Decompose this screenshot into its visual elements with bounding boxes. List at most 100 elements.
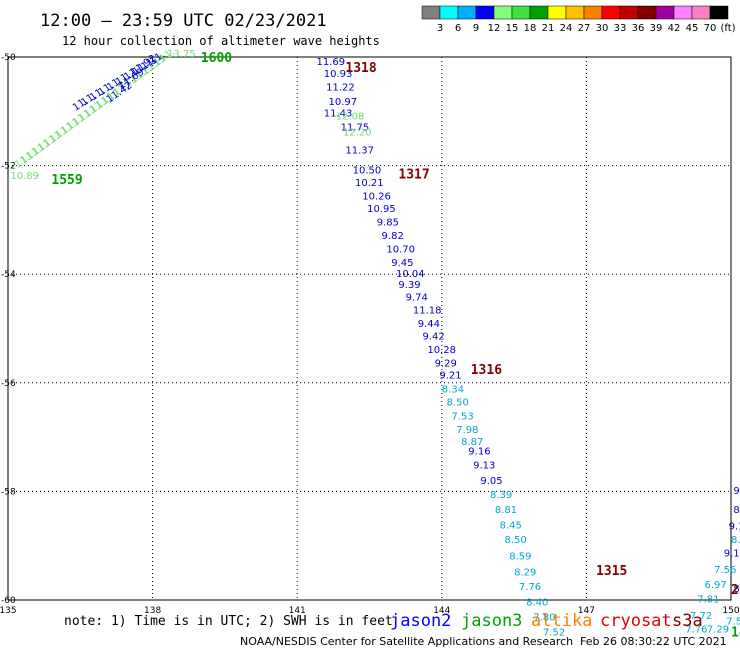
wave-height-label: 7.29 xyxy=(707,625,729,636)
color-scale-label: 18 xyxy=(524,23,537,34)
wave-height-label: 11.22 xyxy=(326,83,355,94)
wave-height-label: 10.21 xyxy=(355,178,384,189)
color-swatch xyxy=(565,5,585,20)
color-scale-label: (ft) xyxy=(720,23,735,34)
satellite-legend: jason2 jason3 altika cryosat s3a xyxy=(390,611,703,631)
color-scale-label: 15 xyxy=(506,23,519,34)
color-swatch xyxy=(637,5,657,20)
wave-height-label: 10.70 xyxy=(386,244,415,255)
wave-height-label: 9.45 xyxy=(391,258,413,269)
wave-height-label: 9.15 xyxy=(724,549,740,560)
wave-height-label: 8.29 xyxy=(514,568,536,579)
color-swatch xyxy=(673,5,693,20)
color-scale-label: 9 xyxy=(473,23,479,34)
wave-height-label: 7.50 xyxy=(726,616,740,627)
color-scale-label: 6 xyxy=(455,23,461,34)
wave-height-label: 7.80 xyxy=(533,613,555,624)
color-swatch xyxy=(439,5,459,20)
color-scale-label: 30 xyxy=(596,23,609,34)
wave-height-label: 9.42 xyxy=(423,331,445,342)
color-scale-label: 33 xyxy=(614,23,627,34)
wave-height-label: 6.97 xyxy=(704,580,726,591)
plot-grid xyxy=(7,56,732,601)
x-tick-label: 150 xyxy=(722,606,739,616)
y-tick-label: -56 xyxy=(1,379,16,389)
wave-height-label: 8.39 xyxy=(490,490,512,501)
chart-subtitle: 12 hour collection of altimeter wave hei… xyxy=(62,34,380,48)
color-scale-label: 24 xyxy=(560,23,573,34)
wave-height-label: 10.93 xyxy=(324,69,353,80)
color-swatch xyxy=(709,5,729,20)
wave-height-label: 8.45 xyxy=(500,520,522,531)
satellite-label: cryosat xyxy=(600,611,672,631)
footer-credit: NOAA/NESDIS Center for Satellite Applica… xyxy=(240,635,573,648)
wave-height-label: 8.7 xyxy=(733,584,740,595)
color-swatch xyxy=(493,5,513,20)
wave-height-label: 11.69 xyxy=(316,57,345,68)
wave-height-label: 9.29 xyxy=(435,359,457,370)
wave-height-label: 9.21 xyxy=(439,370,461,381)
wave-height-label: 11.75 xyxy=(341,122,370,133)
pass-number-label: 1317 xyxy=(398,168,429,183)
x-tick-label: 144 xyxy=(433,606,450,616)
color-scale-label: 70 xyxy=(704,23,717,34)
satellite-label: jason2 xyxy=(390,611,451,631)
pass-number-label: 1600 xyxy=(201,51,232,66)
wave-height-label: 8.34 xyxy=(442,385,464,396)
color-scale-label: 3 xyxy=(437,23,443,34)
color-scale-label: 39 xyxy=(650,23,663,34)
wave-height-label: 8.50 xyxy=(504,535,526,546)
color-swatch xyxy=(475,5,495,20)
wave-height-label: 8.( xyxy=(733,505,740,516)
wave-height-label: 10.97 xyxy=(329,97,358,108)
wave-height-label: 9.82 xyxy=(382,231,404,242)
satellite-label: altika xyxy=(531,611,592,631)
wave-height-label: 10.95 xyxy=(367,204,396,215)
satellite-label: s3a xyxy=(672,611,703,631)
wave-height-label: 9.12 xyxy=(729,521,740,532)
color-scale-label: 21 xyxy=(542,23,555,34)
wave-height-label: 9. xyxy=(733,486,740,497)
plot-frame xyxy=(7,56,732,601)
y-tick-label: -52 xyxy=(1,162,16,172)
wave-height-label: 9.74 xyxy=(406,292,428,303)
wave-height-label: 7.56 xyxy=(714,565,736,576)
wave-height-label: 9.44 xyxy=(418,319,440,330)
pass-number-label: 23 xyxy=(731,583,740,598)
satellite-label: jason3 xyxy=(461,611,522,631)
x-tick-label: 135 xyxy=(0,606,17,616)
footer-timestamp: Feb 26 08:30:22 UTC 2021 xyxy=(580,635,727,648)
wave-height-label: 9.85 xyxy=(377,217,399,228)
wave-height-label: 11.18 xyxy=(413,305,442,316)
pass-number-label: 14 xyxy=(731,625,740,640)
pass-number-label: 1559 xyxy=(51,173,82,188)
color-swatch xyxy=(421,5,441,20)
wave-height-label: 8.40 xyxy=(526,597,548,608)
wave-height-label: 12.20 xyxy=(343,128,372,139)
wave-height-label: 10.04 xyxy=(396,269,425,280)
wave-height-label: 7.72 xyxy=(690,611,712,622)
color-swatch xyxy=(655,5,675,20)
color-swatch xyxy=(583,5,603,20)
footer-note: note: 1) Time is in UTC; 2) SWH is in fe… xyxy=(64,614,393,629)
wave-height-label: 9.13 xyxy=(473,461,495,472)
x-tick-label: 138 xyxy=(144,606,161,616)
pass-number-label: 1316 xyxy=(471,363,502,378)
color-swatch xyxy=(619,5,639,20)
wave-height-label: 11.37 xyxy=(345,146,374,157)
chart-title: 12:00 — 23:59 UTC 02/23/2021 xyxy=(40,11,327,31)
wave-height-label: 10.89 xyxy=(10,171,39,182)
color-swatch xyxy=(529,5,549,20)
pass-number-label: 1318 xyxy=(345,61,376,76)
wave-height-label: 7.52 xyxy=(543,627,565,638)
y-tick-label: -60 xyxy=(1,596,16,606)
color-scale-label: 12 xyxy=(488,23,501,34)
wave-height-label: 8.30 xyxy=(731,535,740,546)
wave-height-label: 9.05 xyxy=(480,476,502,487)
color-scale-legend: 3 6 9 12 15 18 21 24 27 30 33 36 39 42 45 70 (ft) xyxy=(421,5,736,34)
wave-height-label: 7.53 xyxy=(451,412,473,423)
wave-height-label: 7.76 xyxy=(519,582,541,593)
wave-height-label: 11.43 xyxy=(324,109,353,120)
